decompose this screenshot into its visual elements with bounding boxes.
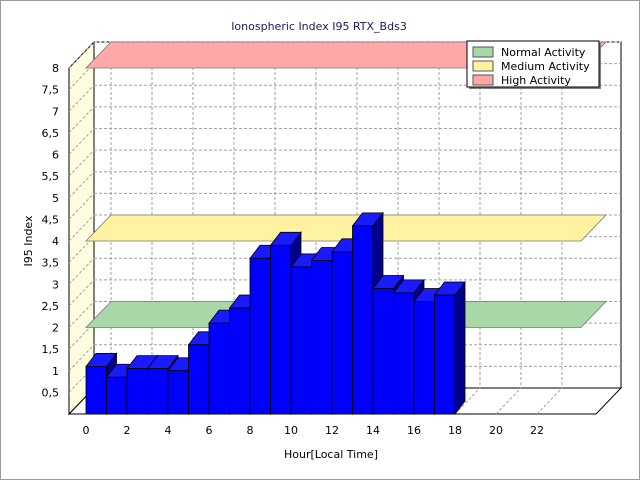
grid-line-side [68,106,95,134]
bar-front [85,366,107,415]
grid-line-floor [454,387,481,415]
legend-entry: Medium Activity [501,60,590,73]
y-tick-label: 7 [52,105,59,118]
y-tick-label: 3,5 [42,257,60,270]
bar-front [372,288,394,415]
activity-band [85,214,607,242]
grid-line-side [68,214,95,242]
y-tick-label: 1,5 [42,343,60,356]
bar-front [167,370,189,415]
bar-front [331,251,353,415]
x-tick-label: 6 [206,424,213,437]
y-tick-label: 0,5 [42,386,60,399]
bar-front [106,376,128,415]
bar [433,280,466,416]
x-tick-label: 20 [489,424,503,437]
axes: 0,5 1 1,5 2 2,5 3 3,5 4 4,5 5 5,5 6 6,5 7 7,5 8 0 2 4 6 8 10 1… [42,62,545,437]
bar-front [311,260,333,415]
bar-front [270,244,292,415]
legend-entry: High Activity [501,74,571,87]
grid-line-side [68,84,95,112]
bar-side [454,280,466,416]
y-tick-label: 5 [52,192,59,205]
grid-line-side [68,279,95,307]
legend-swatch [472,74,494,86]
grid-line-side [68,344,95,372]
bar-front [126,368,148,415]
legend-swatch [472,60,494,72]
bars [85,211,466,416]
bar-front [434,294,456,415]
bar-front [188,344,210,415]
legend-swatch [472,46,494,58]
x-axis-label: Hour[Local Time] [284,448,378,461]
grid-line-side [68,128,95,155]
grid-line-side [68,301,95,328]
grid-line-side [68,257,95,285]
x-tick-label: 18 [448,424,462,437]
x-tick-label: 12 [325,424,339,437]
y-tick-label: 6,5 [42,127,60,140]
chart-title: Ionospheric Index I95 RTX_Bds3 [231,20,407,33]
y-tick-label: 6 [52,149,59,162]
grid-line-side [68,171,95,199]
grid-line-floor [495,387,522,415]
bar-front [208,322,230,415]
x-tick-label: 0 [83,424,90,437]
y-axis-label: I95 Index [22,215,35,267]
bar-front [229,307,251,415]
x-tick-label: 10 [284,424,298,437]
bar-front [249,257,271,415]
bar [146,354,179,416]
grid-line-side [68,149,95,177]
x-tick-label: 8 [247,424,254,437]
grid-line-side [68,193,95,220]
y-tick-label: 4 [52,235,59,248]
bar-front [393,292,415,415]
y-tick-label: 7,5 [42,84,60,97]
x-tick-label: 4 [165,424,172,437]
legend-entry: Normal Activity [501,46,586,59]
y-tick-label: 2,5 [42,300,60,313]
y-tick-label: 2 [52,322,59,335]
y-tick-label: 4,5 [42,213,60,226]
y-tick-label: 3 [52,278,59,291]
bar-front [147,368,169,415]
x-tick-label: 14 [366,424,380,437]
y-tick-label: 1 [52,365,59,378]
y-tick-label: 8 [52,62,59,75]
bar-front [413,301,435,415]
grid-line-floor [536,387,563,415]
x-tick-label: 2 [124,424,131,437]
grid-line-side [68,41,95,69]
bar-front [352,225,374,415]
x-tick-label: 22 [530,424,544,437]
bar-front [290,266,312,415]
x-tick-label: 16 [407,424,421,437]
y-tick-label: 5,5 [42,170,60,183]
